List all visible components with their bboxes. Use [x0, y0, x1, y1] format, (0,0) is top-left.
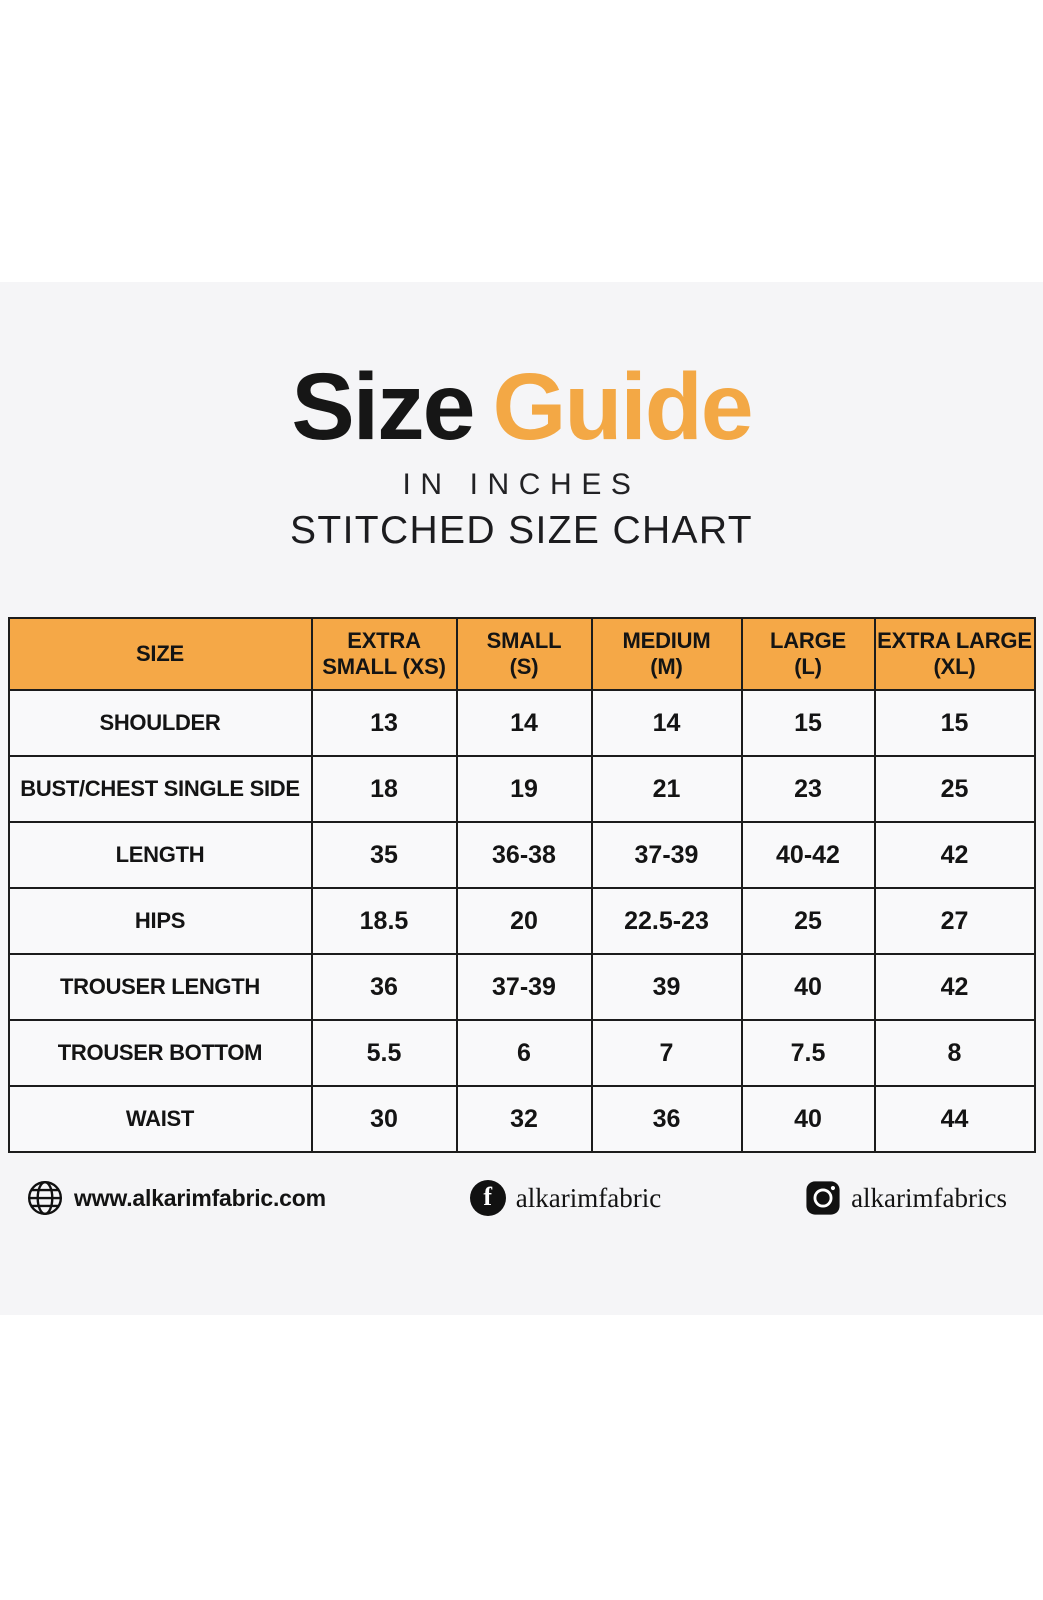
- table-cell: 37-39: [590, 821, 743, 889]
- table-row-trouser-bottom: TROUSER BOTTOM 5.5 6 7 7.5 8: [7, 1019, 1036, 1087]
- table-cell: 13: [310, 689, 458, 757]
- table-cell: 7: [590, 1019, 743, 1087]
- table-cell: 18: [310, 755, 458, 823]
- table-cell: 40: [740, 1085, 876, 1153]
- header-label: MEDIUM: [622, 627, 711, 653]
- header-label: (L): [794, 654, 822, 679]
- table-cell: 15: [873, 689, 1036, 757]
- header-label: (XL): [933, 654, 976, 679]
- subtitle-stitched-size-chart: STITCHED SIZE CHART: [290, 509, 753, 552]
- row-label: TROUSER BOTTOM: [7, 1019, 313, 1087]
- table-row-trouser-length: TROUSER LENGTH 36 37-39 39 40 42: [7, 953, 1036, 1021]
- header-cell-small: SMALL (S): [455, 617, 593, 691]
- header-label: LARGE: [769, 627, 846, 653]
- table-cell: 5.5: [310, 1019, 458, 1087]
- page-title-accent: Guide: [492, 354, 753, 460]
- table-cell: 39: [590, 953, 743, 1021]
- table-cell: 36: [310, 953, 458, 1021]
- header-row: SIZE EXTRA SMALL (XS) SMALL (S) MEDIUM (M) …: [7, 617, 1036, 691]
- header-cell-extra-large: EXTRA LARGE (XL): [873, 617, 1036, 691]
- title-block: Size Guide IN INCHES STITCHED SIZE CHART: [0, 282, 1043, 553]
- table-row-length: LENGTH 35 36-38 37-39 40-42 42: [7, 821, 1036, 889]
- table-cell: 25: [740, 887, 876, 955]
- header-label: SIZE: [135, 640, 185, 666]
- header-label: (S): [509, 654, 539, 679]
- table-cell: 15: [740, 689, 876, 757]
- table-body: SHOULDER 13 14 14 15 15 BUST/CHEST SINGL…: [7, 689, 1036, 1153]
- table-cell: 40: [740, 953, 876, 1021]
- table-row-hips: HIPS 18.5 20 22.5-23 25 27: [7, 887, 1036, 955]
- footer: www.alkarimfabric.com f alkarimfabric al…: [26, 1179, 1007, 1217]
- footer-website: www.alkarimfabric.com: [26, 1179, 326, 1217]
- header-label: (M): [650, 654, 683, 679]
- row-label: BUST/CHEST SINGLE SIDE: [7, 755, 313, 823]
- row-label: TROUSER LENGTH: [7, 953, 313, 1021]
- table-cell: 14: [590, 689, 743, 757]
- page-title: Size Guide: [0, 360, 1043, 455]
- table-cell: 25: [873, 755, 1036, 823]
- row-label: WAIST: [7, 1085, 313, 1153]
- table-row-waist: WAIST 30 32 36 40 44: [7, 1085, 1036, 1153]
- table-row-shoulder: SHOULDER 13 14 14 15 15: [7, 689, 1036, 757]
- page-title-primary: Size: [291, 354, 475, 460]
- footer-facebook: f alkarimfabric: [469, 1180, 662, 1216]
- facebook-handle: alkarimfabric: [515, 1182, 662, 1213]
- table-cell: 6: [455, 1019, 593, 1087]
- table-cell: 21: [590, 755, 743, 823]
- table-cell: 44: [873, 1085, 1036, 1153]
- table-cell: 14: [455, 689, 593, 757]
- table-cell: 37-39: [455, 953, 593, 1021]
- table-cell: 40-42: [740, 821, 876, 889]
- table-cell: 18.5: [310, 887, 458, 955]
- table-cell: 42: [873, 953, 1036, 1021]
- table-cell: 23: [740, 755, 876, 823]
- table-cell: 32: [455, 1085, 593, 1153]
- instagram-handle: alkarimfabrics: [851, 1182, 1007, 1213]
- size-guide-panel: Size Guide IN INCHES STITCHED SIZE CHART …: [0, 282, 1043, 1315]
- footer-instagram: alkarimfabrics: [805, 1180, 1007, 1216]
- table-cell: 19: [455, 755, 593, 823]
- header-label: SMALL: [486, 627, 562, 653]
- table-cell: 8: [873, 1019, 1036, 1087]
- instagram-icon: [806, 1181, 840, 1215]
- table-cell: 42: [873, 821, 1036, 889]
- facebook-icon-letter: f: [483, 1182, 493, 1211]
- table-header: SIZE EXTRA SMALL (XS) SMALL (S) MEDIUM (M) …: [7, 617, 1036, 691]
- table-cell: 7.5: [740, 1019, 876, 1087]
- website-url: www.alkarimfabric.com: [74, 1184, 326, 1211]
- row-label: HIPS: [7, 887, 313, 955]
- table-cell: 36-38: [455, 821, 593, 889]
- table-row-bust-chest: BUST/CHEST SINGLE SIDE 18 19 21 23 25: [7, 755, 1036, 823]
- table-cell: 20: [455, 887, 593, 955]
- header-cell-size: SIZE: [7, 617, 313, 691]
- facebook-icon: f: [469, 1180, 506, 1216]
- header-cell-large: LARGE (L): [740, 617, 876, 691]
- table-cell: 22.5-23: [590, 887, 743, 955]
- header-cell-medium: MEDIUM (M): [590, 617, 743, 691]
- table-cell: 30: [310, 1085, 458, 1153]
- row-label: LENGTH: [7, 821, 313, 889]
- header-label: SMALL (XS): [322, 654, 446, 679]
- table-cell: 36: [590, 1085, 743, 1153]
- table-cell: 27: [873, 887, 1036, 955]
- header-label: EXTRA LARGE: [877, 627, 1032, 653]
- table-cell: 35: [310, 821, 458, 889]
- header-cell-extra-small: EXTRA SMALL (XS): [310, 617, 458, 691]
- row-label: SHOULDER: [7, 689, 313, 757]
- subtitle-in-inches: IN INCHES: [402, 468, 641, 501]
- size-chart-table: SIZE EXTRA SMALL (XS) SMALL (S) MEDIUM (M) …: [7, 617, 1036, 1153]
- globe-icon: [27, 1180, 63, 1216]
- header-label: EXTRA: [347, 627, 421, 653]
